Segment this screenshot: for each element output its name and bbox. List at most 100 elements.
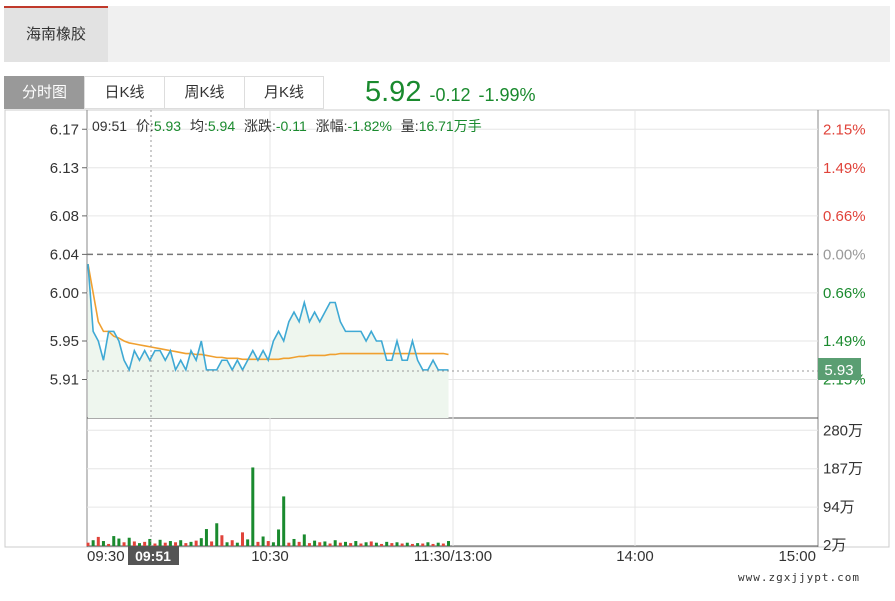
info-pct: -1.82%: [348, 118, 392, 134]
left-tick-label: 5.95: [50, 333, 79, 350]
price-lines: [87, 263, 449, 373]
volume-bar: [271, 542, 275, 546]
right-tick-label: 2.15%: [823, 121, 866, 138]
volume-bar: [400, 543, 404, 546]
volume-bar: [163, 542, 167, 546]
time-tick-label: 11:30/13:00: [414, 548, 492, 565]
volume-bar: [122, 542, 126, 546]
volume-bar: [302, 534, 306, 546]
right-tick-label: 0.66%: [823, 285, 866, 302]
volume-bar: [86, 542, 90, 546]
volume-bar: [153, 543, 157, 546]
volume-bar: [215, 523, 219, 546]
right-tick-label: 0.66%: [823, 208, 866, 225]
volume-bar: [138, 543, 141, 546]
volume-bar: [210, 541, 214, 546]
cursor-time-box: [128, 546, 179, 565]
price-change: -0.12: [429, 85, 471, 105]
volume-bar: [241, 532, 244, 546]
volume-bar: [323, 541, 327, 546]
time-tick-label: 10:30: [251, 548, 289, 565]
tab-daily-k[interactable]: 日K线: [84, 76, 164, 109]
info-price: 5.93: [154, 118, 181, 134]
right-tick-label: 1.49%: [823, 160, 866, 177]
volume-bar: [380, 543, 384, 546]
info-price-label: 价:: [136, 118, 154, 134]
right-tick-label: 1.49%: [823, 333, 866, 350]
volume-bar: [199, 538, 203, 546]
current-price: 5.92: [365, 76, 422, 108]
volume-bar: [359, 543, 363, 546]
price-line: [87, 263, 449, 373]
volume-bar: [333, 540, 337, 546]
info-avg-label: 均:: [190, 118, 208, 134]
volume-axis: 280万 187万 94万 2万: [823, 422, 863, 554]
volume-bar: [426, 542, 430, 546]
price-area: [88, 264, 449, 418]
volume-bar: [261, 536, 265, 546]
tab-weekly-k[interactable]: 周K线: [164, 76, 244, 109]
cursor-price-label: 5.93: [824, 362, 853, 379]
volume-bar: [369, 541, 373, 546]
left-tick-label: 6.04: [50, 246, 79, 263]
volume-bar: [246, 539, 250, 546]
volume-bar: [421, 543, 425, 546]
left-price-axis: 6.17 6.13 6.08 6.04 6.00 5.95 5.91: [50, 121, 79, 388]
volume-bar: [266, 541, 270, 546]
volume-bar: [292, 538, 296, 546]
info-avg: 5.94: [208, 118, 235, 134]
tab-intraday[interactable]: 分时图: [4, 76, 84, 109]
volume-bar: [318, 542, 322, 546]
info-time: 09:51: [92, 118, 127, 134]
time-axis: 09:30 10:30 11:30/13:00 14:00 15:00: [87, 548, 816, 565]
volume-bar: [148, 538, 152, 546]
info-vol: 16.71万手: [419, 118, 482, 134]
volume-bar: [416, 543, 420, 546]
chart-period-tabs: 分时图 日K线 周K线 月K线: [4, 76, 324, 109]
cursor-price-box: [818, 358, 861, 380]
horizontal-grid: [82, 128, 818, 508]
volume-bar: [96, 536, 100, 546]
time-tick-label: 09:30: [87, 548, 125, 565]
volume-bar: [436, 542, 440, 546]
volume-bar: [112, 536, 116, 546]
volume-bar: [385, 541, 389, 546]
tab-monthly-k[interactable]: 月K线: [244, 76, 324, 109]
volume-tick-label: 280万: [823, 422, 863, 439]
volume-bar: [194, 540, 198, 546]
volume-bar: [158, 539, 162, 546]
volume-bar: [184, 543, 188, 546]
stock-name-tab[interactable]: 海南橡胶: [4, 6, 108, 62]
volume-bar: [395, 542, 399, 546]
volume-bar: [251, 467, 255, 546]
volume-bar: [235, 542, 239, 546]
volume-bar: [338, 542, 342, 546]
volume-bar: [410, 543, 414, 546]
volume-bar: [132, 541, 136, 546]
volume-tick-label: 187万: [823, 461, 863, 478]
chart-frame: [4, 109, 890, 548]
volume-bar: [287, 542, 291, 546]
volume-bar: [297, 541, 301, 546]
volume-tick-label: 94万: [823, 499, 855, 516]
volume-bar: [101, 541, 105, 546]
volume-bars: [86, 467, 450, 546]
left-tick-label: 5.91: [50, 372, 79, 389]
right-pct-axis: 2.15%1.49%0.66%0.00%0.66%1.49%2.15%: [823, 121, 866, 388]
price-area-fill: [88, 264, 449, 418]
volume-bar: [374, 542, 378, 546]
volume-bar: [179, 540, 183, 546]
right-tick-label: 0.00%: [823, 246, 866, 263]
avg-price-line: [87, 263, 449, 361]
volume-bar: [313, 540, 317, 546]
volume-bar: [344, 541, 347, 546]
left-tick-label: 6.08: [50, 208, 79, 225]
volume-bar: [405, 542, 409, 546]
volume-bar: [107, 543, 111, 546]
volume-bar: [447, 541, 450, 546]
volume-bar: [441, 543, 445, 546]
volume-bar: [143, 541, 147, 546]
volume-bar: [117, 538, 121, 546]
volume-bar: [225, 542, 229, 546]
